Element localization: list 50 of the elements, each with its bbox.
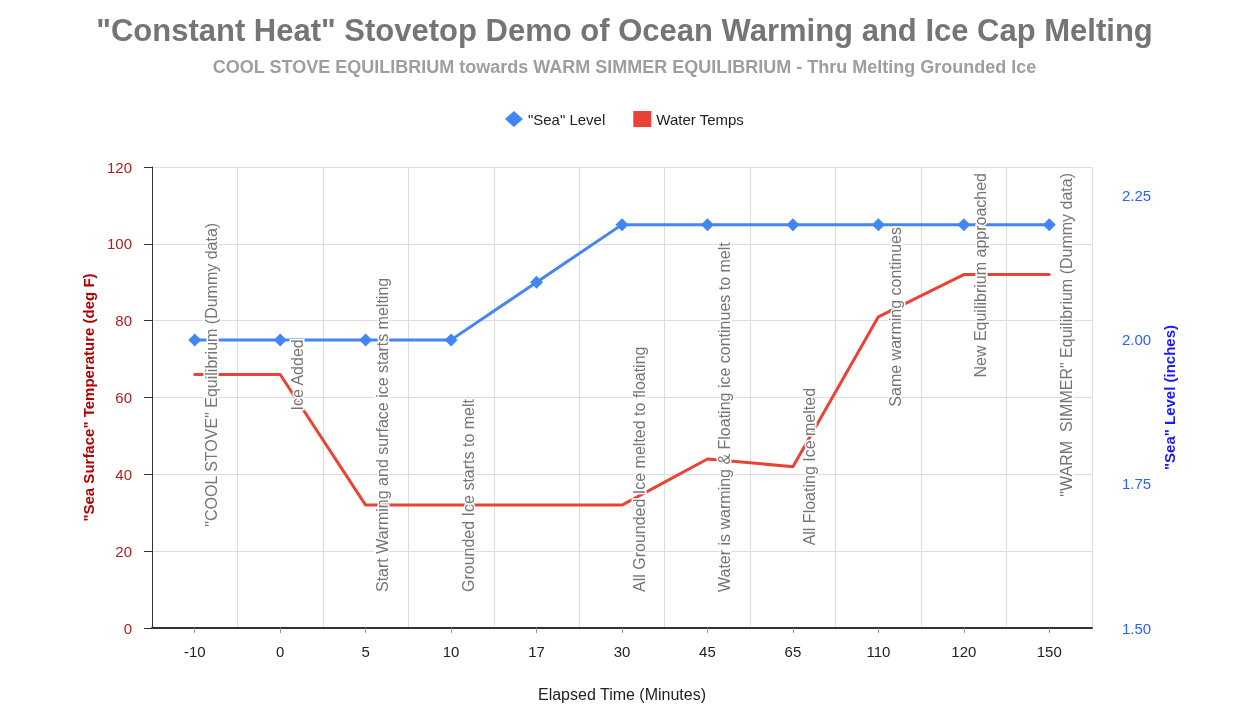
x-tick-label: -10 <box>183 643 206 660</box>
point <box>700 218 714 232</box>
legend-label: Water Temps <box>656 110 744 128</box>
annotation: All Floating Ice melted <box>801 387 819 546</box>
point <box>786 218 800 232</box>
y-tick-label: 80 <box>115 312 132 330</box>
point <box>359 333 373 347</box>
y-axis-title: "Sea Surface" Temperature (deg F) <box>80 273 98 522</box>
annotation: Same warming continues <box>886 227 904 407</box>
y-tick-label: 100 <box>106 235 132 253</box>
chart-subtitle: COOL STOVE EQUILIBRIUM towards WARM SIMMER EQUILIBRIUM - Thru Melting Grounded Ice <box>212 57 1037 77</box>
x-tick-label: 110 <box>866 643 891 660</box>
point <box>530 275 544 289</box>
point <box>188 333 202 347</box>
x-tick-label: 17 <box>528 643 545 660</box>
y-tick-label: 20 <box>115 542 132 560</box>
x-tick-label: 0 <box>276 643 285 660</box>
x-axis-title: Elapsed Time (Minutes) <box>537 685 707 703</box>
annotation: New Equilibrium approached <box>972 172 990 378</box>
y2-tick-label: 1.75 <box>1122 475 1152 493</box>
chart-title: "Constant Heat" Stovetop Demo of Ocean Warming and Ice Cap Melting <box>96 13 1153 48</box>
annotation: Grounded Ice starts to melt <box>459 398 477 592</box>
annotation: Ice Added <box>288 339 306 411</box>
annotation: Water is warming & Floating ice continues to melt <box>715 241 733 592</box>
x-tick-label: 10 <box>442 643 460 660</box>
y-tick-label: 60 <box>115 389 132 406</box>
legend-label: "Sea" Level <box>527 110 606 128</box>
x-tick-label: 5 <box>361 643 370 660</box>
point <box>273 333 287 347</box>
annotation: "WARM SIMMER" Equilibrium (Dummy data) <box>1057 172 1075 497</box>
y2-tick-label: 2.25 <box>1122 187 1152 205</box>
x-tick-label: 120 <box>951 643 977 660</box>
point <box>615 218 629 232</box>
x-tick-label: 150 <box>1036 643 1062 660</box>
point <box>1042 218 1056 232</box>
y2-tick-label: 2.00 <box>1122 331 1152 349</box>
x-tick-label: 65 <box>784 643 802 660</box>
y2-tick-label: 1.50 <box>1122 619 1152 637</box>
x-tick-label: 45 <box>699 643 716 660</box>
x-tick-label: 30 <box>613 643 631 660</box>
point <box>444 333 458 347</box>
annotation: All Grounded Ice melted to floating <box>630 346 648 592</box>
annotation: Start Warming and surface ice starts melting <box>374 277 392 592</box>
y-tick-label: 120 <box>106 158 132 176</box>
y-tick-label: 40 <box>115 465 132 483</box>
annotation: "COOL STOVE" Equilibrium (Dummy data) <box>203 222 221 527</box>
point <box>957 218 971 232</box>
point <box>871 218 885 232</box>
y-tick-label: 0 <box>123 619 132 637</box>
y2-axis-title: "Sea" Level (inches) <box>1161 324 1179 471</box>
